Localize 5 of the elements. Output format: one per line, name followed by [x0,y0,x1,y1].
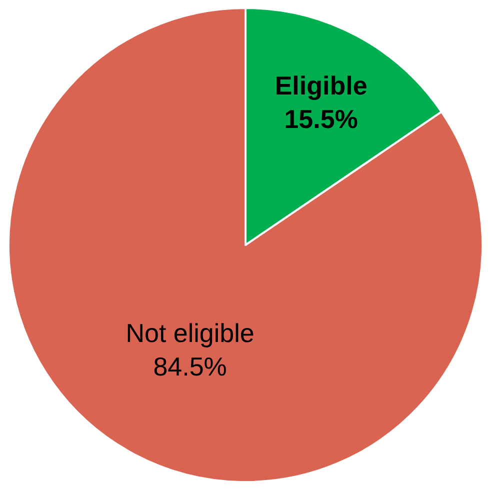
data-label: 15.5% [284,104,358,134]
pie-slice [8,7,484,483]
slice-label: Not eligible [126,318,254,348]
data-label: 84.5% [153,352,227,382]
slice-label: Eligible [274,70,368,100]
